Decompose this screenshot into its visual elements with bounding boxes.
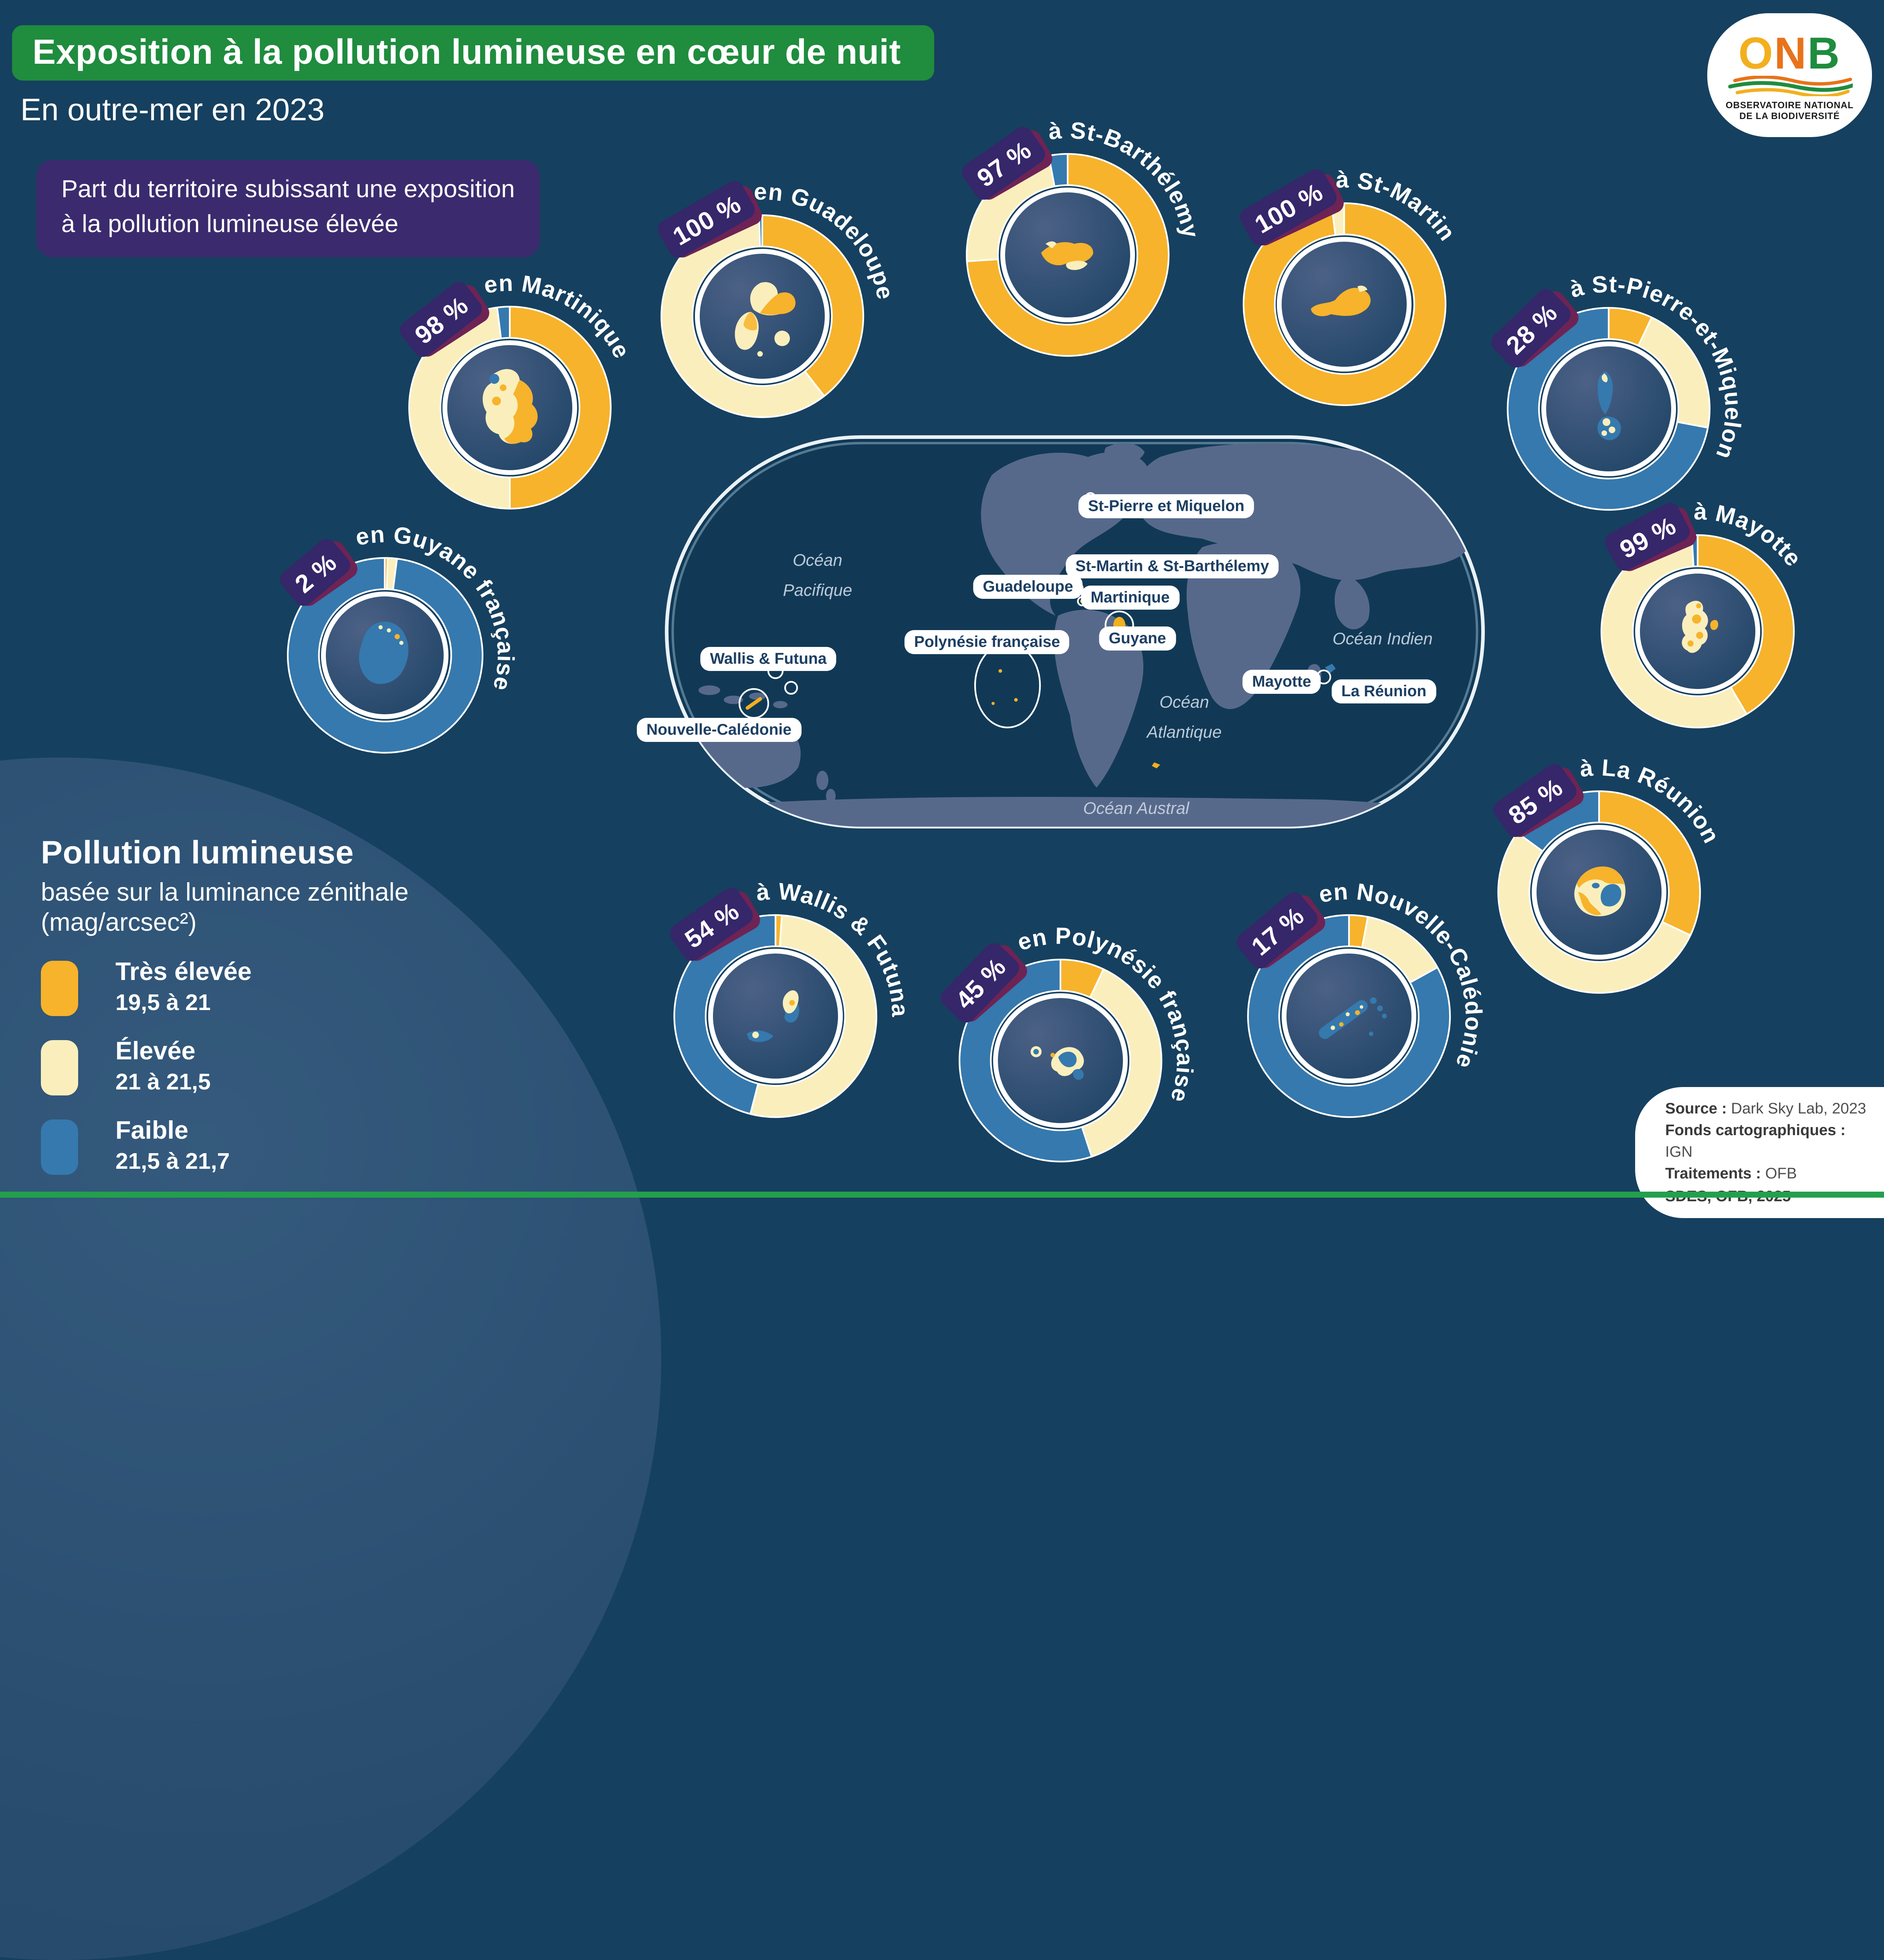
world-map-svg — [665, 435, 1485, 828]
mini-map-st_barthelemy — [1041, 241, 1093, 270]
map-label-wallis-futuna: Wallis & Futuna — [700, 647, 836, 671]
ocean-label-oc-an-atlantique: Océan Atlantique — [1147, 692, 1222, 741]
mini-map-guyane — [359, 622, 409, 684]
legend-range-2: 21,5 à 21,7 — [115, 1150, 230, 1176]
map-label-guadeloupe: Guadeloupe — [973, 575, 1083, 599]
legend: Pollution lumineuse basée sur la luminan… — [41, 835, 409, 1176]
source-row-2: Traitements : OFB — [1665, 1164, 1797, 1183]
intro-box: Part du territoire subissant une exposit… — [36, 160, 540, 258]
source-row-1: Fonds cartographiques : IGN — [1665, 1121, 1846, 1161]
source-row-0: Source : Dark Sky Lab, 2023 — [1665, 1099, 1866, 1117]
bottom-green-strip — [0, 1192, 1884, 1198]
legend-swatch-2 — [41, 1119, 78, 1175]
intro-line-1: Part du territoire subissant une exposit… — [61, 176, 515, 203]
intro-line-2: à la pollution lumineuse élevée — [61, 210, 399, 238]
donut-badge-guyane: 2 % — [280, 539, 357, 606]
mini-map-martinique — [483, 369, 538, 444]
mini-map-st_pierre_miquelon — [1597, 371, 1621, 440]
map-label-mayotte: Mayotte — [1242, 670, 1321, 694]
map-label-guyane: Guyane — [1099, 626, 1176, 651]
onb-logo-waves-icon — [1727, 75, 1852, 96]
legend-swatch-1 — [41, 1040, 78, 1095]
mini-map-la_reunion — [1574, 866, 1626, 917]
legend-unit: (mag/arcsec²) — [41, 909, 197, 937]
mini-map-mayotte — [1682, 600, 1718, 653]
map-label-st-martin-st-barth-lemy: St-Martin & St-Barthélemy — [1066, 554, 1279, 578]
legend-label-2: Faible — [115, 1117, 189, 1145]
map-label-st-pierre-et-miquelon: St-Pierre et Miquelon — [1078, 494, 1254, 518]
donut-badge-la_reunion: 85 % — [1493, 764, 1584, 837]
page-title: Exposition à la pollution lumineuse en c… — [32, 33, 901, 72]
legend-item-0: Très élevée 19,5 à 21 — [41, 958, 409, 1017]
title-banner: Exposition à la pollution lumineuse en c… — [12, 25, 935, 81]
legend-range-0: 19,5 à 21 — [115, 991, 211, 1016]
legend-item-2: Faible 21,5 à 21,7 — [41, 1117, 409, 1176]
legend-label-0: Très élevée — [115, 958, 252, 986]
ocean-label-oc-an-indien: Océan Indien — [1333, 628, 1433, 648]
donut-badge-nouvelle_caledonie: 17 % — [1236, 892, 1325, 969]
legend-title: Pollution lumineuse — [41, 835, 354, 871]
legend-items: Très élevée 19,5 à 21 Élevée 21 à 21,5 Faibl… — [41, 958, 409, 1176]
mini-map-nouvelle_caledonie — [1319, 997, 1387, 1039]
source-box: Source : Dark Sky Lab, 2023 Fonds cartogr… — [1635, 1087, 1884, 1218]
onb-logo-caption: OBSERVATOIRE NATIONAL DE LA BIODIVERSITÉ — [1725, 99, 1854, 121]
legend-label-1: Élevée — [115, 1038, 196, 1066]
mini-map-polynesie — [1030, 1046, 1084, 1080]
donut-badge-st_pierre_miquelon: 28 % — [1491, 289, 1579, 368]
legend-swatch-0 — [41, 960, 78, 1016]
mini-map-st_martin — [1311, 285, 1371, 316]
legend-item-1: Élevée 21 à 21,5 — [41, 1038, 409, 1097]
map-label-la-r-union: La Réunion — [1331, 679, 1436, 703]
map-label-martinique: Martinique — [1081, 586, 1179, 610]
map-label-nouvelle-cal-donie: Nouvelle-Calédonie — [637, 718, 801, 742]
world-map: St-Pierre et Miquelon St-Martin & St-Bart… — [637, 435, 1485, 828]
ocean-label-oc-an-austral: Océan Austral — [1083, 798, 1189, 818]
infographic-canvas: Exposition à la pollution lumineuse en c… — [0, 13, 1884, 1960]
ocean-label-oc-an-pacifique: Océan Pacifique — [783, 550, 852, 599]
legend-range-1: 21 à 21,5 — [115, 1070, 211, 1096]
legend-subtitle: basée sur la luminance zénithale — [41, 879, 409, 907]
map-label-polyn-sie-fran-aise: Polynésie française — [904, 630, 1070, 654]
page-subtitle: En outre-mer en 2023 — [20, 91, 325, 127]
mini-map-wallis_futuna — [747, 990, 800, 1042]
mini-map-guadeloupe — [735, 282, 796, 357]
